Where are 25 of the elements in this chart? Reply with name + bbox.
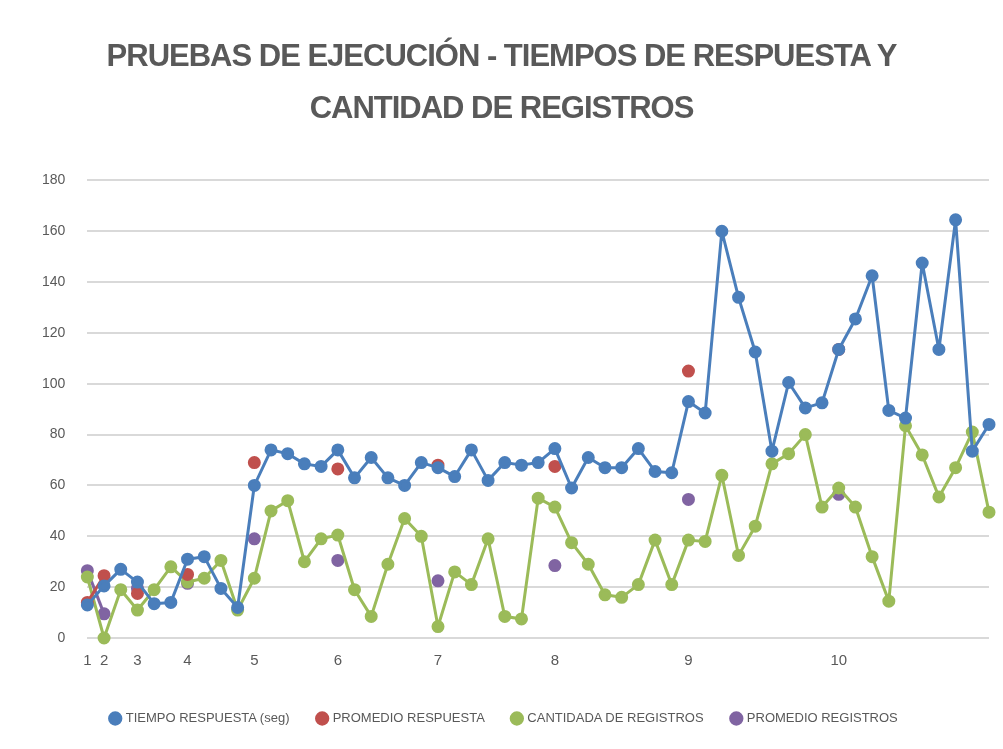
y-tick-label: 180	[42, 171, 66, 188]
legend-label: TIEMPO RESPUESTA (seg)	[125, 710, 290, 726]
x-tick-label: 3	[133, 651, 142, 669]
y-tick-label: 100	[42, 374, 66, 391]
y-tick-label: 0	[57, 628, 66, 645]
x-tick-label: 6	[333, 651, 342, 669]
x-tick-label: 8	[550, 651, 560, 669]
x-tick-label: 4	[183, 651, 192, 669]
y-tick-label: 140	[42, 272, 66, 289]
y-tick-label: 80	[49, 425, 66, 442]
chart-title: PRUEBAS DE EJECUCIÓN - TIEMPOS DE RESPUESTA Y CANTIDAD DE REGISTROS	[105, 36, 898, 127]
x-tick-label: 1	[83, 651, 92, 669]
x-tick-label: 10	[830, 651, 848, 669]
y-tick-label: 160	[42, 222, 66, 239]
y-tick-label: 20	[49, 578, 66, 595]
legend-label: CANTIDADA DE REGISTROS	[527, 710, 704, 726]
x-tick-label: 7	[433, 651, 443, 669]
legend-label: PROMEDIO REGISTROS	[746, 710, 899, 726]
y-tick-label: 120	[42, 323, 66, 340]
legend-label: PROMEDIO RESPUESTA	[332, 710, 486, 726]
x-tick-label: 9	[684, 651, 693, 669]
y-tick-label: 40	[49, 527, 66, 544]
x-tick-label: 5	[250, 651, 259, 669]
y-tick-label: 60	[49, 476, 66, 493]
x-tick-label: 2	[99, 651, 109, 669]
